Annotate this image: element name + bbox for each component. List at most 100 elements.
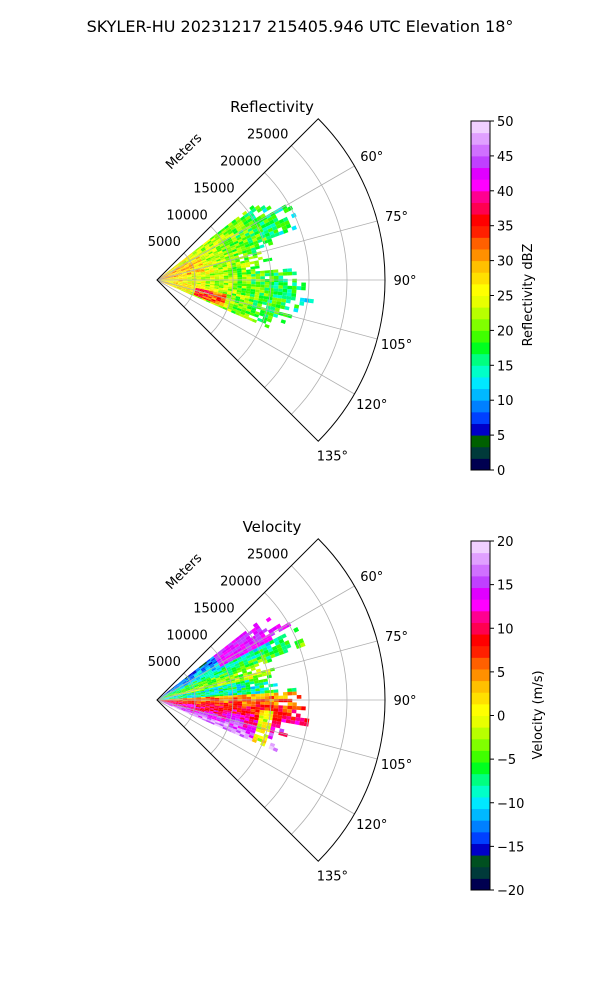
echo-gate — [269, 278, 275, 283]
echo-gate — [253, 297, 259, 301]
echo-gate — [212, 261, 218, 265]
echo-gate — [217, 239, 223, 244]
echo-gate — [176, 269, 182, 273]
echo-gate — [223, 697, 229, 700]
echo-gate — [218, 688, 224, 692]
echo-gate — [201, 259, 207, 263]
echo-gate — [197, 259, 202, 263]
echo-gate — [197, 716, 203, 720]
echo-gate — [177, 271, 182, 274]
echo-gate — [209, 707, 215, 711]
echo-gate — [249, 205, 255, 211]
echo-gate — [233, 304, 239, 308]
echo-gate — [223, 704, 229, 707]
echo-gate — [168, 694, 173, 697]
echo-gate — [188, 673, 194, 678]
echo-gate — [262, 298, 268, 303]
echo-gate — [287, 702, 293, 706]
echo-gate — [254, 685, 260, 689]
echo-gate — [186, 691, 192, 694]
echo-gate — [193, 713, 199, 717]
echo-gate — [169, 698, 174, 700]
echo-gate — [193, 252, 198, 256]
echo-gate — [240, 225, 247, 230]
echo-gate — [212, 712, 218, 716]
echo-gate — [266, 318, 272, 323]
echo-gate — [275, 223, 282, 229]
echo-gate — [230, 225, 236, 231]
echo-gate — [232, 270, 238, 274]
echo-gate — [270, 306, 276, 311]
echo-gate — [205, 704, 210, 707]
echo-gate — [268, 745, 274, 751]
echo-gate — [253, 717, 259, 721]
echo-gate — [225, 299, 231, 303]
echo-gate — [260, 279, 265, 282]
echo-gate — [255, 281, 261, 285]
echo-gate — [195, 690, 201, 693]
echo-gate — [213, 250, 218, 255]
echo-gate — [232, 690, 238, 694]
echo-gate — [218, 709, 224, 712]
echo-gate — [195, 270, 201, 273]
echo-gate — [191, 272, 196, 275]
echo-gate — [164, 281, 169, 283]
echo-gate — [209, 287, 215, 291]
echo-gate — [236, 289, 242, 293]
echo-gate — [210, 280, 215, 283]
sector-frame — [156, 538, 386, 862]
echo-gate — [236, 263, 241, 267]
echo-gate — [212, 292, 218, 296]
echo-gate — [241, 309, 247, 314]
echo-gate — [264, 232, 271, 238]
echo-gate — [258, 715, 264, 719]
echo-gate — [270, 653, 276, 659]
echo-gate — [168, 704, 173, 707]
echo-gate — [235, 309, 242, 314]
echo-gate — [187, 275, 192, 277]
echo-gate — [196, 248, 201, 253]
echo-gate — [210, 255, 215, 259]
echo-gate — [242, 276, 247, 280]
echo-gate — [251, 727, 257, 732]
echo-gate — [255, 706, 261, 710]
echo-gate — [287, 688, 293, 693]
echo-gate — [234, 718, 240, 722]
echo-gate — [273, 288, 279, 292]
colorbar-swatch — [471, 727, 490, 740]
echo-gate — [223, 706, 229, 709]
echo-gate — [222, 711, 228, 715]
echo-gate — [274, 698, 279, 703]
colorbar-swatch — [471, 446, 490, 459]
echo-gate — [272, 313, 279, 318]
echo-gate — [231, 293, 237, 297]
echo-gate — [188, 262, 193, 266]
echo-gate — [167, 692, 173, 695]
echo-gate — [196, 282, 201, 285]
echo-gate — [186, 274, 192, 276]
echo-gate — [258, 630, 264, 636]
echo-gate — [197, 296, 203, 300]
echo-gate — [268, 683, 274, 688]
echo-gate — [179, 265, 184, 269]
echo-gate — [170, 687, 175, 691]
echo-gate — [217, 683, 223, 687]
echo-gate — [168, 704, 173, 707]
echo-gate — [220, 677, 226, 681]
echo-gate — [223, 284, 229, 287]
echo-gate — [250, 215, 257, 221]
echo-gate — [223, 281, 229, 284]
echo-gate — [196, 249, 202, 254]
colorbar-swatch — [471, 575, 490, 589]
echo-gate — [268, 290, 274, 295]
echo-gate — [205, 692, 210, 695]
echo-gate — [243, 213, 250, 219]
echo-gate — [232, 287, 238, 290]
echo-gate — [243, 661, 249, 666]
echo-gate — [240, 665, 246, 670]
echo-gate — [200, 271, 206, 274]
echo-gate — [254, 682, 260, 687]
azimuth-tick-label: 120° — [356, 818, 387, 833]
echo-gate — [253, 719, 259, 724]
echo-gate — [276, 301, 282, 306]
